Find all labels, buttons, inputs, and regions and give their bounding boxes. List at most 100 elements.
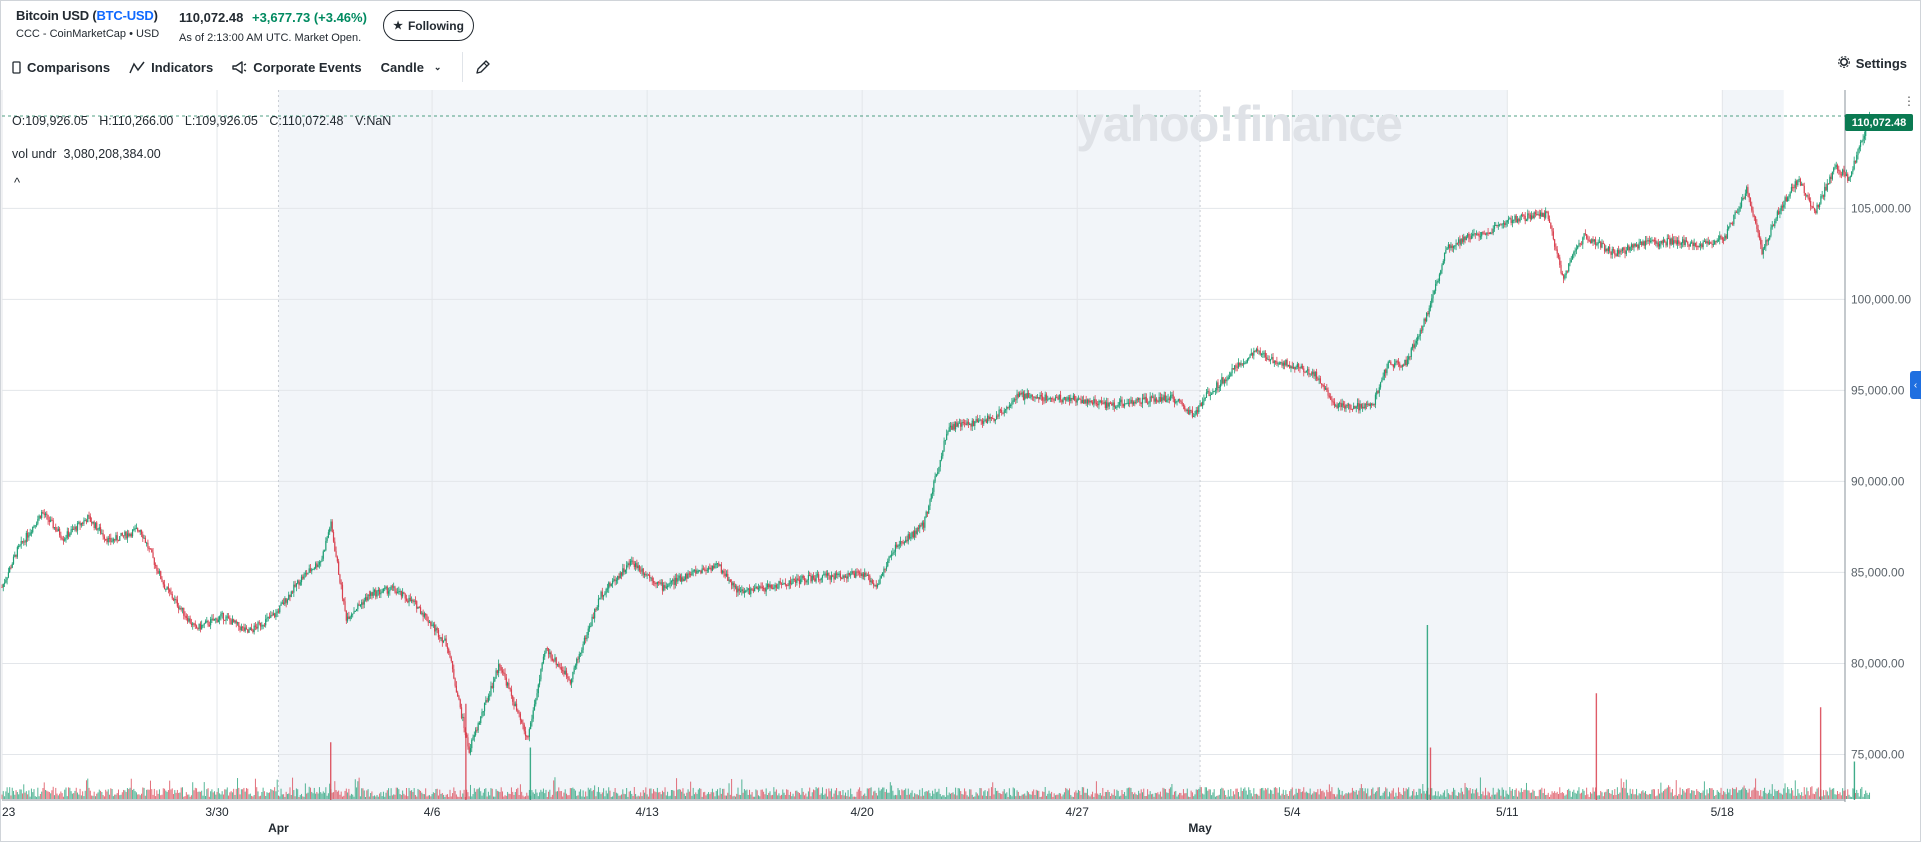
candle-body bbox=[1451, 245, 1453, 248]
volume-bar bbox=[614, 788, 616, 799]
volume-bar bbox=[1528, 790, 1530, 799]
volume-bar bbox=[1318, 794, 1320, 799]
volume-bar bbox=[284, 796, 286, 799]
candle-body bbox=[114, 539, 116, 541]
chart-type-dropdown[interactable]: Candle ⌄ bbox=[381, 60, 442, 75]
candle-body bbox=[600, 591, 602, 599]
candle-body bbox=[710, 567, 712, 571]
volume-bar bbox=[740, 795, 742, 799]
volume-bar bbox=[1296, 792, 1298, 799]
volume-bar bbox=[610, 796, 612, 799]
comparisons-button[interactable]: Comparisons bbox=[12, 60, 110, 75]
volume-bar bbox=[1312, 793, 1314, 799]
volume-bar bbox=[1808, 795, 1810, 799]
volume-bar bbox=[898, 790, 900, 799]
volume-bar bbox=[1582, 789, 1584, 799]
volume-bar bbox=[1538, 789, 1540, 799]
candle-body bbox=[467, 737, 469, 747]
candle-body bbox=[745, 590, 747, 592]
candle-body bbox=[1449, 244, 1451, 249]
volume-bar bbox=[823, 794, 825, 799]
candle-body bbox=[29, 532, 31, 536]
candle-body bbox=[1537, 214, 1539, 216]
volume-bar bbox=[101, 792, 103, 799]
volume-bar bbox=[1834, 794, 1836, 799]
volume-bar bbox=[769, 791, 771, 799]
candle-body bbox=[468, 746, 470, 753]
candle-body bbox=[391, 586, 393, 588]
candle-body bbox=[345, 610, 347, 621]
candle-body bbox=[435, 628, 437, 632]
volume-bar bbox=[1236, 788, 1238, 799]
candle-body bbox=[852, 571, 854, 574]
candle-body bbox=[284, 598, 286, 605]
asset-ticker[interactable]: BTC-USD bbox=[96, 8, 154, 23]
volume-bar bbox=[934, 788, 936, 799]
settings-button[interactable]: Settings bbox=[1837, 56, 1907, 71]
candle-body bbox=[1097, 403, 1099, 406]
volume-bar bbox=[1493, 794, 1495, 799]
candle-body bbox=[614, 579, 616, 581]
volume-bar bbox=[828, 788, 830, 799]
candle-body bbox=[1275, 361, 1277, 363]
volume-bar bbox=[434, 793, 436, 799]
volume-bar bbox=[1408, 787, 1410, 799]
volume-bar bbox=[606, 793, 608, 799]
volume-bar bbox=[376, 794, 378, 799]
volume-bar bbox=[1330, 791, 1332, 799]
candle-body bbox=[359, 604, 361, 606]
volume-bar bbox=[171, 788, 173, 799]
candle-body bbox=[1760, 238, 1762, 245]
candle-body bbox=[476, 729, 478, 731]
candle-body bbox=[1026, 392, 1028, 398]
volume-bar bbox=[798, 792, 800, 799]
candle-body bbox=[135, 528, 137, 530]
collapse-caret-icon[interactable]: ^ bbox=[14, 175, 21, 190]
indicators-button[interactable]: Indicators bbox=[129, 60, 213, 75]
volume-bar bbox=[450, 796, 452, 799]
candle-body bbox=[1328, 395, 1330, 397]
volume-bar bbox=[1401, 794, 1403, 799]
volume-bar bbox=[939, 794, 941, 799]
candle-body bbox=[1477, 233, 1479, 235]
volume-bar bbox=[188, 794, 190, 799]
draw-tool-button[interactable] bbox=[475, 59, 491, 75]
volume-bar bbox=[73, 793, 75, 799]
candle-body bbox=[920, 525, 922, 527]
volume-bar bbox=[962, 794, 964, 799]
candle-body bbox=[175, 599, 177, 601]
volume-bar bbox=[65, 787, 67, 799]
candle-body bbox=[390, 586, 392, 590]
candle-body bbox=[275, 612, 277, 617]
asset-title: Bitcoin USD (BTC-USD) bbox=[16, 8, 158, 23]
side-panel-handle[interactable]: ‹ bbox=[1910, 371, 1921, 399]
candle-body bbox=[989, 417, 991, 420]
candle-body bbox=[91, 521, 93, 524]
following-button[interactable]: ★ Following bbox=[383, 10, 474, 41]
candle-body bbox=[732, 582, 734, 586]
candle-body bbox=[764, 588, 766, 592]
volume-bar bbox=[224, 789, 226, 799]
volume-bar bbox=[298, 796, 300, 799]
corporate-events-button[interactable]: Corporate Events bbox=[232, 60, 362, 75]
candle-body bbox=[454, 678, 456, 686]
volume-bar bbox=[1706, 789, 1708, 799]
volume-bar bbox=[697, 789, 699, 799]
candle-body bbox=[304, 573, 306, 575]
volume-bar bbox=[1813, 794, 1815, 799]
x-tick-label: 3/30 bbox=[205, 805, 229, 819]
volume-bar bbox=[294, 796, 296, 799]
candle-body bbox=[1527, 213, 1529, 220]
candle-body bbox=[1301, 365, 1304, 369]
candle-body bbox=[1272, 357, 1274, 364]
volume-bar bbox=[307, 792, 309, 799]
volume-bar bbox=[181, 787, 183, 799]
candle-body bbox=[757, 588, 760, 590]
candle-body bbox=[1436, 281, 1438, 285]
volume-bar bbox=[1531, 792, 1533, 799]
volume-bar bbox=[777, 795, 779, 799]
volume-bar bbox=[751, 792, 753, 799]
volume-bar bbox=[1126, 788, 1128, 799]
more-options-icon[interactable]: ⋮ bbox=[1903, 94, 1915, 108]
